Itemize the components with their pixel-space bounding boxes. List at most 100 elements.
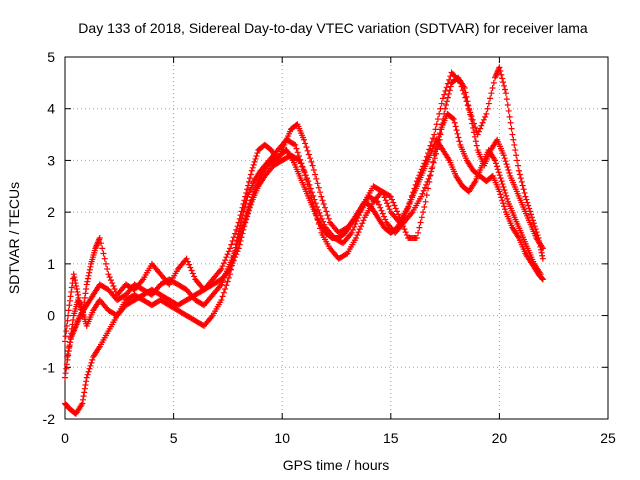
data-point bbox=[420, 187, 427, 194]
x-tick-label: 10 bbox=[274, 430, 290, 446]
data-point bbox=[512, 147, 519, 154]
data-point bbox=[498, 71, 505, 78]
data-point bbox=[66, 297, 73, 304]
data-point bbox=[382, 197, 389, 204]
data-point bbox=[85, 368, 92, 375]
data-point bbox=[522, 193, 529, 200]
data-point bbox=[528, 211, 535, 218]
data-point bbox=[509, 131, 516, 138]
data-point bbox=[489, 85, 496, 92]
data-point bbox=[506, 169, 513, 176]
data-point bbox=[304, 175, 311, 182]
data-point bbox=[62, 370, 69, 377]
data-point bbox=[500, 200, 507, 207]
data-point bbox=[63, 322, 70, 329]
series-track-c bbox=[62, 64, 546, 345]
data-point bbox=[475, 128, 482, 135]
data-point bbox=[462, 94, 469, 101]
data-point bbox=[300, 136, 307, 143]
data-point bbox=[420, 209, 427, 216]
data-point bbox=[227, 245, 234, 252]
data-point bbox=[422, 198, 429, 205]
data-point bbox=[81, 294, 88, 301]
data-point bbox=[391, 202, 398, 209]
data-point bbox=[439, 95, 446, 102]
data-point bbox=[436, 110, 443, 117]
data-point bbox=[499, 181, 506, 188]
data-point bbox=[84, 275, 91, 282]
data-point bbox=[296, 157, 303, 164]
data-point bbox=[455, 134, 462, 141]
data-point bbox=[526, 205, 533, 212]
data-point bbox=[423, 192, 430, 199]
data-point bbox=[515, 162, 522, 169]
data-point bbox=[308, 158, 315, 165]
data-point bbox=[313, 175, 320, 182]
data-point bbox=[75, 291, 82, 298]
data-point bbox=[438, 126, 445, 133]
data-point bbox=[183, 255, 190, 262]
data-point bbox=[373, 198, 380, 205]
series-track-d bbox=[64, 136, 544, 360]
chart-title: Day 133 of 2018, Sidereal Day-to-day VTE… bbox=[78, 20, 588, 36]
data-point bbox=[527, 208, 534, 215]
data-point bbox=[76, 300, 83, 307]
x-tick-label: 0 bbox=[61, 430, 69, 446]
data-point bbox=[531, 223, 538, 230]
data-point bbox=[504, 164, 511, 171]
data-point bbox=[314, 180, 321, 187]
data-point bbox=[359, 220, 366, 227]
data-point bbox=[187, 264, 194, 271]
data-point bbox=[461, 90, 468, 97]
data-point bbox=[386, 206, 393, 213]
data-point bbox=[445, 90, 452, 97]
data-point bbox=[242, 193, 249, 200]
data-point bbox=[245, 182, 252, 189]
data-point bbox=[248, 197, 255, 204]
data-point bbox=[110, 283, 117, 290]
data-point bbox=[501, 206, 508, 213]
data-point bbox=[242, 215, 249, 222]
data-point bbox=[219, 293, 226, 300]
data-point bbox=[502, 158, 509, 165]
data-point bbox=[446, 76, 453, 83]
data-point bbox=[68, 284, 75, 291]
data-point bbox=[464, 102, 471, 109]
data-point bbox=[244, 186, 251, 193]
data-point bbox=[308, 189, 315, 196]
data-point bbox=[374, 198, 381, 205]
data-point bbox=[105, 271, 112, 278]
data-point bbox=[101, 255, 108, 262]
data-point bbox=[80, 393, 87, 400]
data-point bbox=[293, 145, 300, 152]
data-point bbox=[529, 217, 536, 224]
data-point bbox=[79, 396, 86, 403]
data-point bbox=[315, 206, 322, 213]
data-point bbox=[444, 80, 451, 87]
data-point bbox=[459, 87, 466, 94]
data-point bbox=[456, 138, 463, 145]
data-point bbox=[443, 98, 450, 105]
data-point bbox=[477, 125, 484, 132]
data-point bbox=[478, 122, 485, 129]
data-point bbox=[62, 333, 69, 340]
data-point bbox=[440, 116, 447, 123]
data-point bbox=[62, 338, 68, 345]
data-point bbox=[66, 302, 73, 309]
data-point bbox=[111, 285, 118, 292]
data-point bbox=[302, 172, 309, 179]
data-point bbox=[254, 150, 261, 157]
data-point bbox=[324, 212, 331, 219]
y-axis-label: SDTVAR / TECUs bbox=[6, 182, 22, 294]
data-point bbox=[443, 84, 450, 91]
data-point bbox=[485, 100, 492, 107]
data-point bbox=[452, 123, 459, 130]
data-point bbox=[83, 374, 90, 381]
data-point bbox=[479, 119, 486, 126]
data-point bbox=[468, 113, 475, 120]
data-point bbox=[76, 297, 83, 304]
data-point bbox=[349, 226, 356, 233]
data-point bbox=[244, 209, 251, 216]
data-point bbox=[446, 87, 453, 94]
data-point bbox=[97, 240, 104, 247]
